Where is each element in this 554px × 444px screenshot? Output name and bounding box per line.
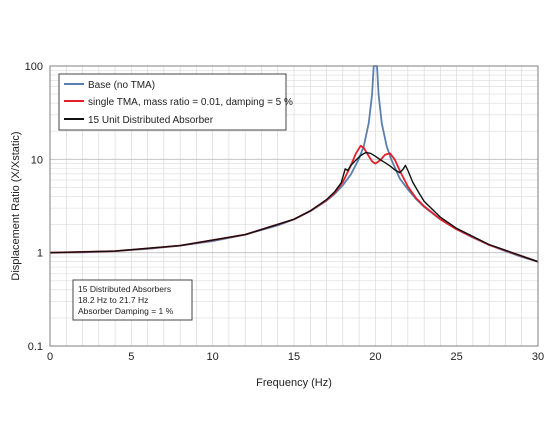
annotation-line-3: Absorber Damping = 1 % <box>78 306 174 316</box>
annotation-line-2: 18.2 Hz to 21.7 Hz <box>78 295 148 305</box>
annotation-frame <box>72 279 193 321</box>
plot-area-frame <box>49 65 539 347</box>
x-tick-label: 20 <box>369 351 381 363</box>
y-tick-label: 1 <box>37 248 43 260</box>
series-group <box>49 65 539 263</box>
x-tick-label: 15 <box>288 351 300 363</box>
y-tick-label: 0.1 <box>28 341 43 353</box>
annotation-line-1: 15 Distributed Absorbers <box>78 284 171 294</box>
x-tick-label: 30 <box>532 351 544 363</box>
legend-label-base: Base (no TMA) <box>88 80 155 91</box>
x-tick-label: 10 <box>207 351 219 363</box>
legend-label-single-tma: single TMA, mass ratio = 0.01, damping =… <box>88 97 293 108</box>
legend-label-distributed: 15 Unit Distributed Absorber <box>88 115 214 126</box>
legend-box <box>58 73 287 131</box>
y-tick-label: 100 <box>25 61 43 73</box>
y-tick-label: 10 <box>31 154 43 166</box>
x-tick-label: 5 <box>128 351 134 363</box>
x-tick-label: 0 <box>47 351 53 363</box>
y-axis-label: Displacement Ratio (X/Xstatic) <box>10 131 22 280</box>
legend: Base (no TMA) single TMA, mass ratio = 0… <box>58 73 293 131</box>
series-line-distributed <box>49 151 539 263</box>
x-axis-label: Frequency (Hz) <box>256 377 332 389</box>
annotation-box: 15 Distributed Absorbers 18.2 Hz to 21.7… <box>72 279 193 321</box>
x-tick-label: 25 <box>451 351 463 363</box>
tick-labels: 0 5 10 15 20 25 30 0.1 1 10 100 <box>25 61 544 363</box>
